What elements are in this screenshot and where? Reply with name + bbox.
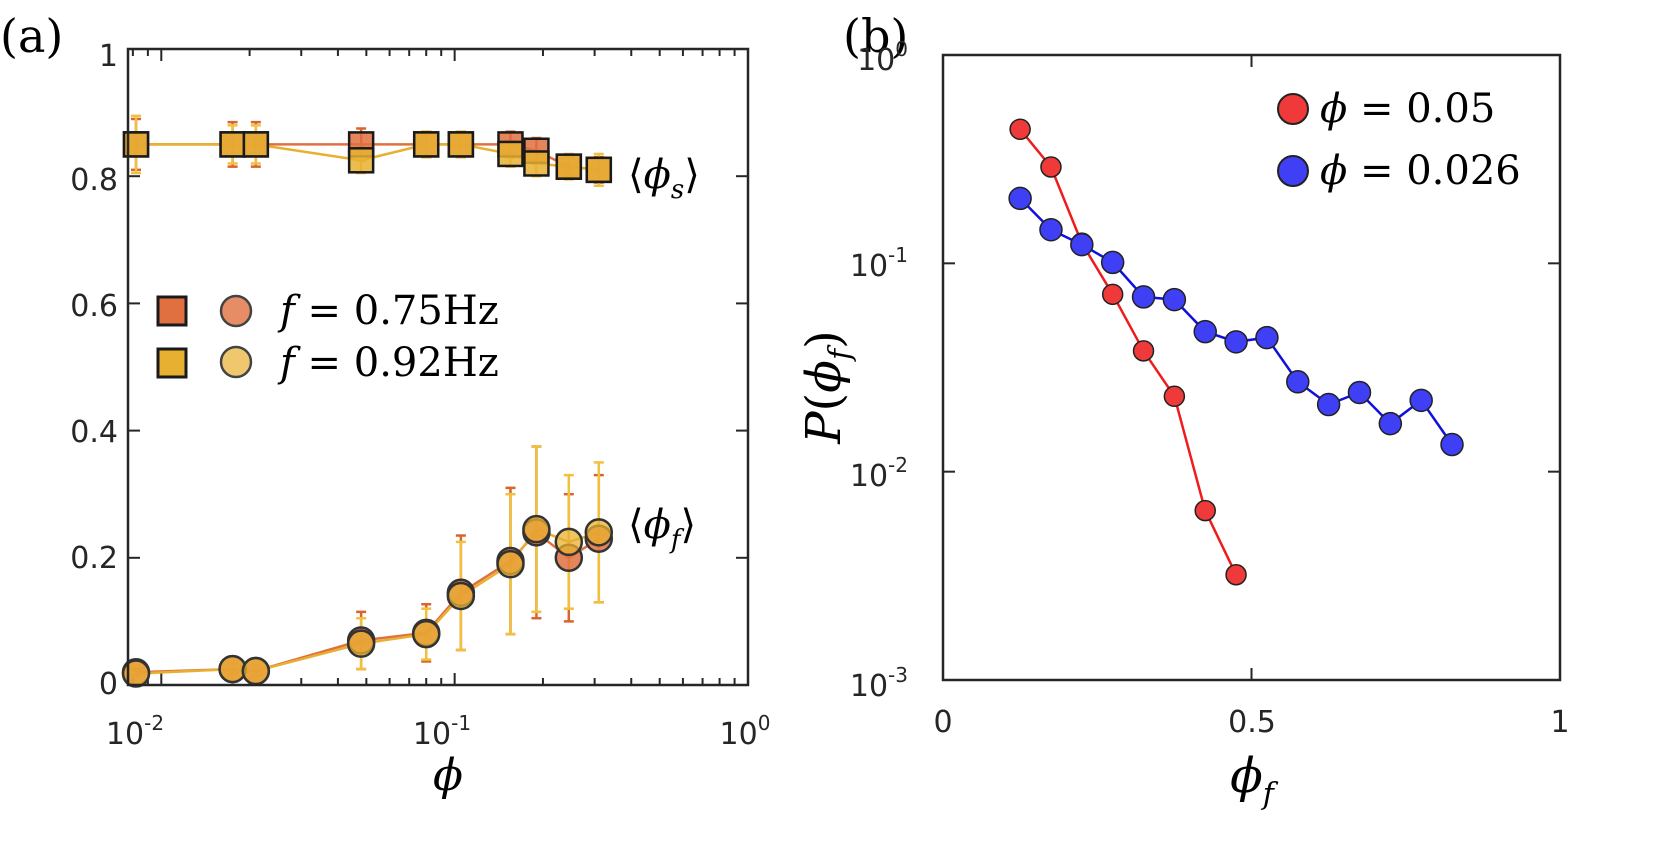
data-point xyxy=(1008,186,1032,211)
data-point-circle xyxy=(496,549,525,579)
legend-marker-square-092 xyxy=(156,347,188,379)
data-point-circle xyxy=(446,581,476,611)
data-point xyxy=(1040,156,1062,178)
panel-b-xtick-label: 0 xyxy=(933,705,952,740)
legend-marker-red xyxy=(1277,93,1309,125)
data-point-square xyxy=(447,131,475,158)
panel-label-a: (a) xyxy=(0,9,63,63)
data-point xyxy=(1286,370,1310,394)
panel-a-error-bars xyxy=(131,114,604,678)
data-point-square xyxy=(585,156,613,184)
data-point xyxy=(1225,564,1247,586)
data-point xyxy=(1132,340,1155,362)
data-point xyxy=(1440,432,1464,457)
panel-a-markers xyxy=(121,131,614,688)
panel-a-ytick-label: 0.6 xyxy=(70,289,118,324)
data-point-square xyxy=(347,147,375,174)
data-point xyxy=(1409,388,1433,413)
data-point xyxy=(1100,250,1125,275)
legend-marker-circle-092 xyxy=(219,345,253,379)
data-point-circle xyxy=(522,514,551,544)
legend-marker-circle-075 xyxy=(219,294,253,328)
data-point-circle xyxy=(346,629,376,658)
panel-a-xtick-label: 10-2 xyxy=(106,711,164,752)
panel-a-xlabel: ϕ xyxy=(433,750,463,801)
data-point xyxy=(1316,392,1341,417)
panel-a-xtick-label: 100 xyxy=(720,711,771,752)
panel-b-axes-box xyxy=(941,53,1562,682)
panel-b-ylabel: P(ϕf) xyxy=(796,330,858,445)
panel-b-xtick-label: 0.5 xyxy=(1228,705,1276,740)
panel-b-xtick-label: 1 xyxy=(1550,705,1569,740)
panel-a-ytick-label: 0.2 xyxy=(70,541,118,576)
panel-b-ytick-label: 10-1 xyxy=(850,243,908,284)
data-point-square xyxy=(242,131,270,158)
data-point-circle xyxy=(218,654,247,684)
data-point-circle xyxy=(241,656,271,686)
panel-label-b: (b) xyxy=(843,9,908,63)
panel-b: 0 0.5 1 10-3 10-2 10-1 100 P(ϕf) ϕf ϕ = … xyxy=(796,37,1570,812)
data-point xyxy=(1224,330,1248,354)
panel-b-markers xyxy=(1008,118,1464,586)
data-point xyxy=(1347,380,1372,405)
annotation-phi-s: ⟨ϕs⟩ xyxy=(628,152,700,205)
panel-a-legend: f = 0.75Hz f = 0.92Hz xyxy=(156,288,499,386)
data-point-square xyxy=(219,131,246,158)
data-point-circle xyxy=(411,619,441,649)
series-line xyxy=(1019,128,1238,576)
data-point xyxy=(1193,319,1217,344)
legend-label-075: f = 0.75Hz xyxy=(277,288,499,334)
annotation-phi-f: ⟨ϕf⟩ xyxy=(628,502,696,555)
data-point-circle xyxy=(584,518,614,547)
panel-b-legend: ϕ = 0.05 ϕ = 0.026 xyxy=(1277,86,1521,194)
panel-b-ytick-label: 100 xyxy=(857,37,908,78)
legend-marker-square-075 xyxy=(156,295,188,327)
data-point xyxy=(1194,499,1216,522)
panel-a-axes-box xyxy=(126,47,750,687)
panel-b-ytick-label: 10-2 xyxy=(850,453,908,494)
data-point-square xyxy=(523,150,550,177)
legend-label-phi-0026: ϕ = 0.026 xyxy=(1320,148,1521,194)
data-point-circle xyxy=(554,527,584,557)
data-point xyxy=(1378,411,1403,436)
data-point-square xyxy=(497,140,524,168)
panel-a: 10-2 10-1 100 0 0.2 0.4 0.6 0.8 1 ϕ ⟨ϕs⟩… xyxy=(70,39,770,801)
panel-a-ytick-label: 0 xyxy=(99,667,118,702)
data-point xyxy=(1009,118,1031,141)
data-point-square xyxy=(555,153,583,180)
data-point-square xyxy=(412,131,440,158)
panel-a-ytick-label: 0.4 xyxy=(70,415,118,450)
data-point xyxy=(1163,385,1186,408)
legend-label-092: f = 0.92Hz xyxy=(277,340,499,386)
data-point xyxy=(1070,232,1094,257)
data-point xyxy=(1039,217,1063,242)
panel-a-ytick-label: 1 xyxy=(99,39,118,74)
data-point-circle xyxy=(121,659,151,688)
panel-a-xtick-label: 10-1 xyxy=(413,711,471,752)
legend-marker-blue xyxy=(1277,155,1309,187)
panel-a-ytick-label: 0.8 xyxy=(70,163,118,198)
legend-label-phi-005: ϕ = 0.05 xyxy=(1320,86,1495,132)
data-point xyxy=(1255,325,1279,350)
panel-a-series-lines xyxy=(135,143,600,675)
panel-b-ytick-label: 10-3 xyxy=(850,663,908,704)
data-point xyxy=(1131,285,1156,309)
data-point xyxy=(1162,287,1187,312)
panel-b-xlabel: ϕf xyxy=(1230,748,1279,812)
data-point xyxy=(1101,283,1124,306)
